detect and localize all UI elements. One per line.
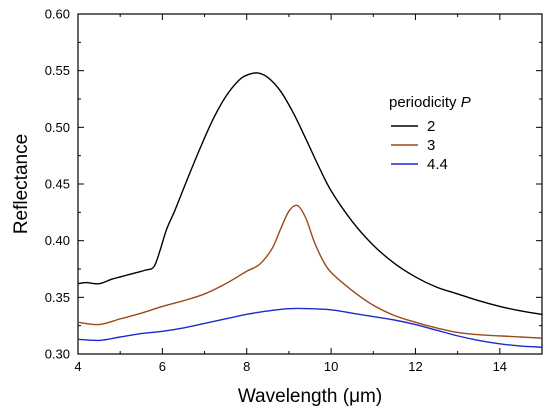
series-line-2 (77, 72, 543, 316)
x-tick-label: 6 (159, 359, 166, 374)
y-tick-label: 0.35 (45, 290, 70, 305)
y-tick-label: 0.60 (45, 7, 70, 22)
series-line-4.4 (77, 307, 543, 348)
y-axis-title: Reflectance (11, 134, 32, 234)
legend-label-2: 2 (427, 118, 435, 135)
y-tick-label: 0.45 (45, 177, 70, 192)
y-tick-label: 0.50 (45, 120, 70, 135)
legend-title-symbol: P (461, 94, 471, 111)
x-tick-label: 10 (324, 359, 338, 374)
plot-frame (77, 13, 543, 355)
y-tick-label: 0.55 (45, 63, 70, 78)
legend-label-4.4: 4.4 (427, 156, 448, 173)
x-tick-label: 4 (74, 359, 81, 374)
legend-title-text: periodicity (389, 94, 461, 111)
x-axis-title: Wavelength (μm) (238, 386, 382, 407)
y-tick-label: 0.30 (45, 347, 70, 362)
legend: periodicity P 2 3 4.4 (389, 94, 471, 173)
y-tick-label: 0.40 (45, 233, 70, 248)
legend-label-3: 3 (427, 137, 435, 154)
x-tick-label: 14 (493, 359, 507, 374)
x-tick-label: 8 (243, 359, 250, 374)
axis-ticks: 4 6 8 10 12 14 0.30 0.35 0.40 0.45 0.50 0.55 0.60 (45, 7, 542, 374)
series-layer (77, 72, 543, 348)
legend-title: periodicity P (389, 94, 471, 111)
x-tick-label: 12 (408, 359, 422, 374)
series-line-3 (77, 204, 543, 339)
